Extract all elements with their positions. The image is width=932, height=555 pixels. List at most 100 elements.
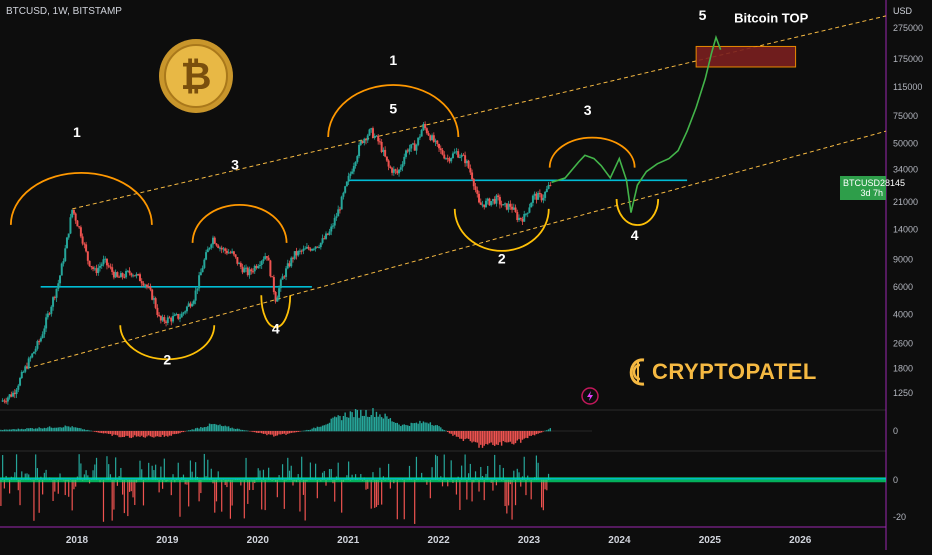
osc1-bar bbox=[204, 427, 205, 431]
candle-body bbox=[334, 218, 336, 226]
osc1-bar bbox=[70, 427, 71, 431]
y-tick-label: 75000 bbox=[893, 111, 918, 121]
candle-body bbox=[457, 151, 459, 157]
wave-label: 4 bbox=[631, 227, 639, 243]
candle-body bbox=[170, 318, 172, 321]
osc1-bar bbox=[89, 430, 90, 431]
candle-body bbox=[10, 394, 12, 396]
candle-body bbox=[122, 273, 124, 277]
candle-body bbox=[163, 317, 165, 322]
osc1-bar bbox=[336, 417, 337, 431]
osc1-bar bbox=[477, 431, 478, 443]
y-tick-label: 1800 bbox=[893, 363, 913, 373]
osc2-zero-band bbox=[0, 477, 886, 482]
candle-body bbox=[221, 248, 223, 250]
candle-body bbox=[47, 313, 49, 317]
candle-body bbox=[295, 251, 297, 255]
osc1-bar bbox=[87, 430, 88, 431]
candle-body bbox=[2, 400, 4, 401]
osc2-y-tick: -20 bbox=[893, 512, 906, 522]
candle-body bbox=[407, 150, 409, 151]
osc1-bar bbox=[482, 431, 483, 448]
osc1-bar bbox=[58, 427, 59, 431]
candle-body bbox=[92, 267, 94, 269]
candle-body bbox=[429, 135, 431, 140]
osc2-bar bbox=[506, 480, 507, 514]
osc1-bar bbox=[468, 431, 469, 439]
candle-body bbox=[3, 400, 5, 401]
candle-body bbox=[226, 251, 228, 253]
osc1-bar bbox=[287, 431, 288, 434]
candle-body bbox=[23, 372, 25, 373]
candle-body bbox=[518, 218, 520, 220]
candle-body bbox=[287, 263, 289, 268]
candle-body bbox=[372, 128, 374, 138]
candle-body bbox=[59, 276, 61, 284]
candle-body bbox=[344, 186, 346, 193]
osc1-bar bbox=[384, 414, 385, 432]
candle-body bbox=[363, 139, 365, 143]
osc1-bar bbox=[271, 431, 272, 435]
osc1-bar bbox=[503, 431, 504, 441]
osc1-bar bbox=[259, 431, 260, 433]
osc1-bar bbox=[118, 431, 119, 437]
candle-body bbox=[301, 251, 303, 252]
osc2-bar bbox=[524, 457, 525, 480]
osc2-bar bbox=[190, 460, 191, 480]
candle-body bbox=[539, 193, 541, 194]
osc1-bar bbox=[178, 431, 179, 434]
candle-body bbox=[516, 212, 518, 220]
x-tick-label: 2021 bbox=[337, 535, 360, 546]
candle-body bbox=[191, 304, 193, 307]
osc1-bar bbox=[522, 431, 523, 440]
osc1-bar bbox=[490, 431, 491, 442]
candle-body bbox=[96, 268, 98, 273]
osc2-bar bbox=[112, 480, 113, 521]
x-tick-label: 2019 bbox=[156, 535, 179, 546]
coin-symbol: ₿ bbox=[181, 56, 212, 98]
osc1-bar bbox=[115, 431, 116, 435]
candle-body bbox=[29, 357, 31, 358]
candle-body bbox=[149, 287, 151, 290]
candle-body bbox=[35, 349, 37, 352]
osc1-bar bbox=[367, 417, 368, 432]
candle-body bbox=[478, 194, 480, 203]
osc2-bar bbox=[416, 457, 417, 480]
osc1-bar bbox=[138, 431, 139, 436]
candle-body bbox=[513, 207, 515, 209]
candle-body bbox=[245, 268, 247, 269]
candle-body bbox=[9, 394, 11, 397]
osc2-bar bbox=[444, 455, 445, 481]
candle-body bbox=[442, 150, 444, 154]
candle-body bbox=[172, 316, 174, 321]
x-tick-label: 2025 bbox=[699, 535, 722, 546]
osc1-bar bbox=[216, 425, 217, 432]
osc1-bar bbox=[198, 429, 199, 432]
candle-body bbox=[54, 297, 56, 298]
osc1-bar bbox=[428, 424, 429, 432]
osc2-bar bbox=[188, 480, 189, 507]
candle-body bbox=[461, 155, 463, 157]
osc1-bar bbox=[11, 430, 12, 432]
candle-body bbox=[228, 252, 230, 253]
osc1-bar bbox=[33, 429, 34, 432]
candle-body bbox=[26, 366, 28, 368]
osc1-bar bbox=[237, 429, 238, 432]
osc1-bar bbox=[334, 417, 335, 432]
osc1-bar bbox=[484, 431, 485, 446]
osc1-bar bbox=[110, 431, 111, 434]
candle-body bbox=[240, 263, 242, 267]
symbol-header[interactable]: BTCUSD, 1W, BITSTAMP bbox=[6, 6, 122, 17]
candle-body bbox=[292, 258, 294, 259]
candle-body bbox=[487, 199, 489, 201]
osc1-bar bbox=[30, 428, 31, 431]
osc1-bar bbox=[153, 431, 154, 438]
osc1-bar bbox=[160, 431, 161, 437]
osc1-bar bbox=[25, 429, 26, 431]
candle-body bbox=[368, 129, 370, 135]
candle-body bbox=[502, 204, 504, 205]
candle-body bbox=[362, 141, 364, 143]
osc1-bar bbox=[317, 427, 318, 432]
candle-body bbox=[384, 150, 386, 157]
